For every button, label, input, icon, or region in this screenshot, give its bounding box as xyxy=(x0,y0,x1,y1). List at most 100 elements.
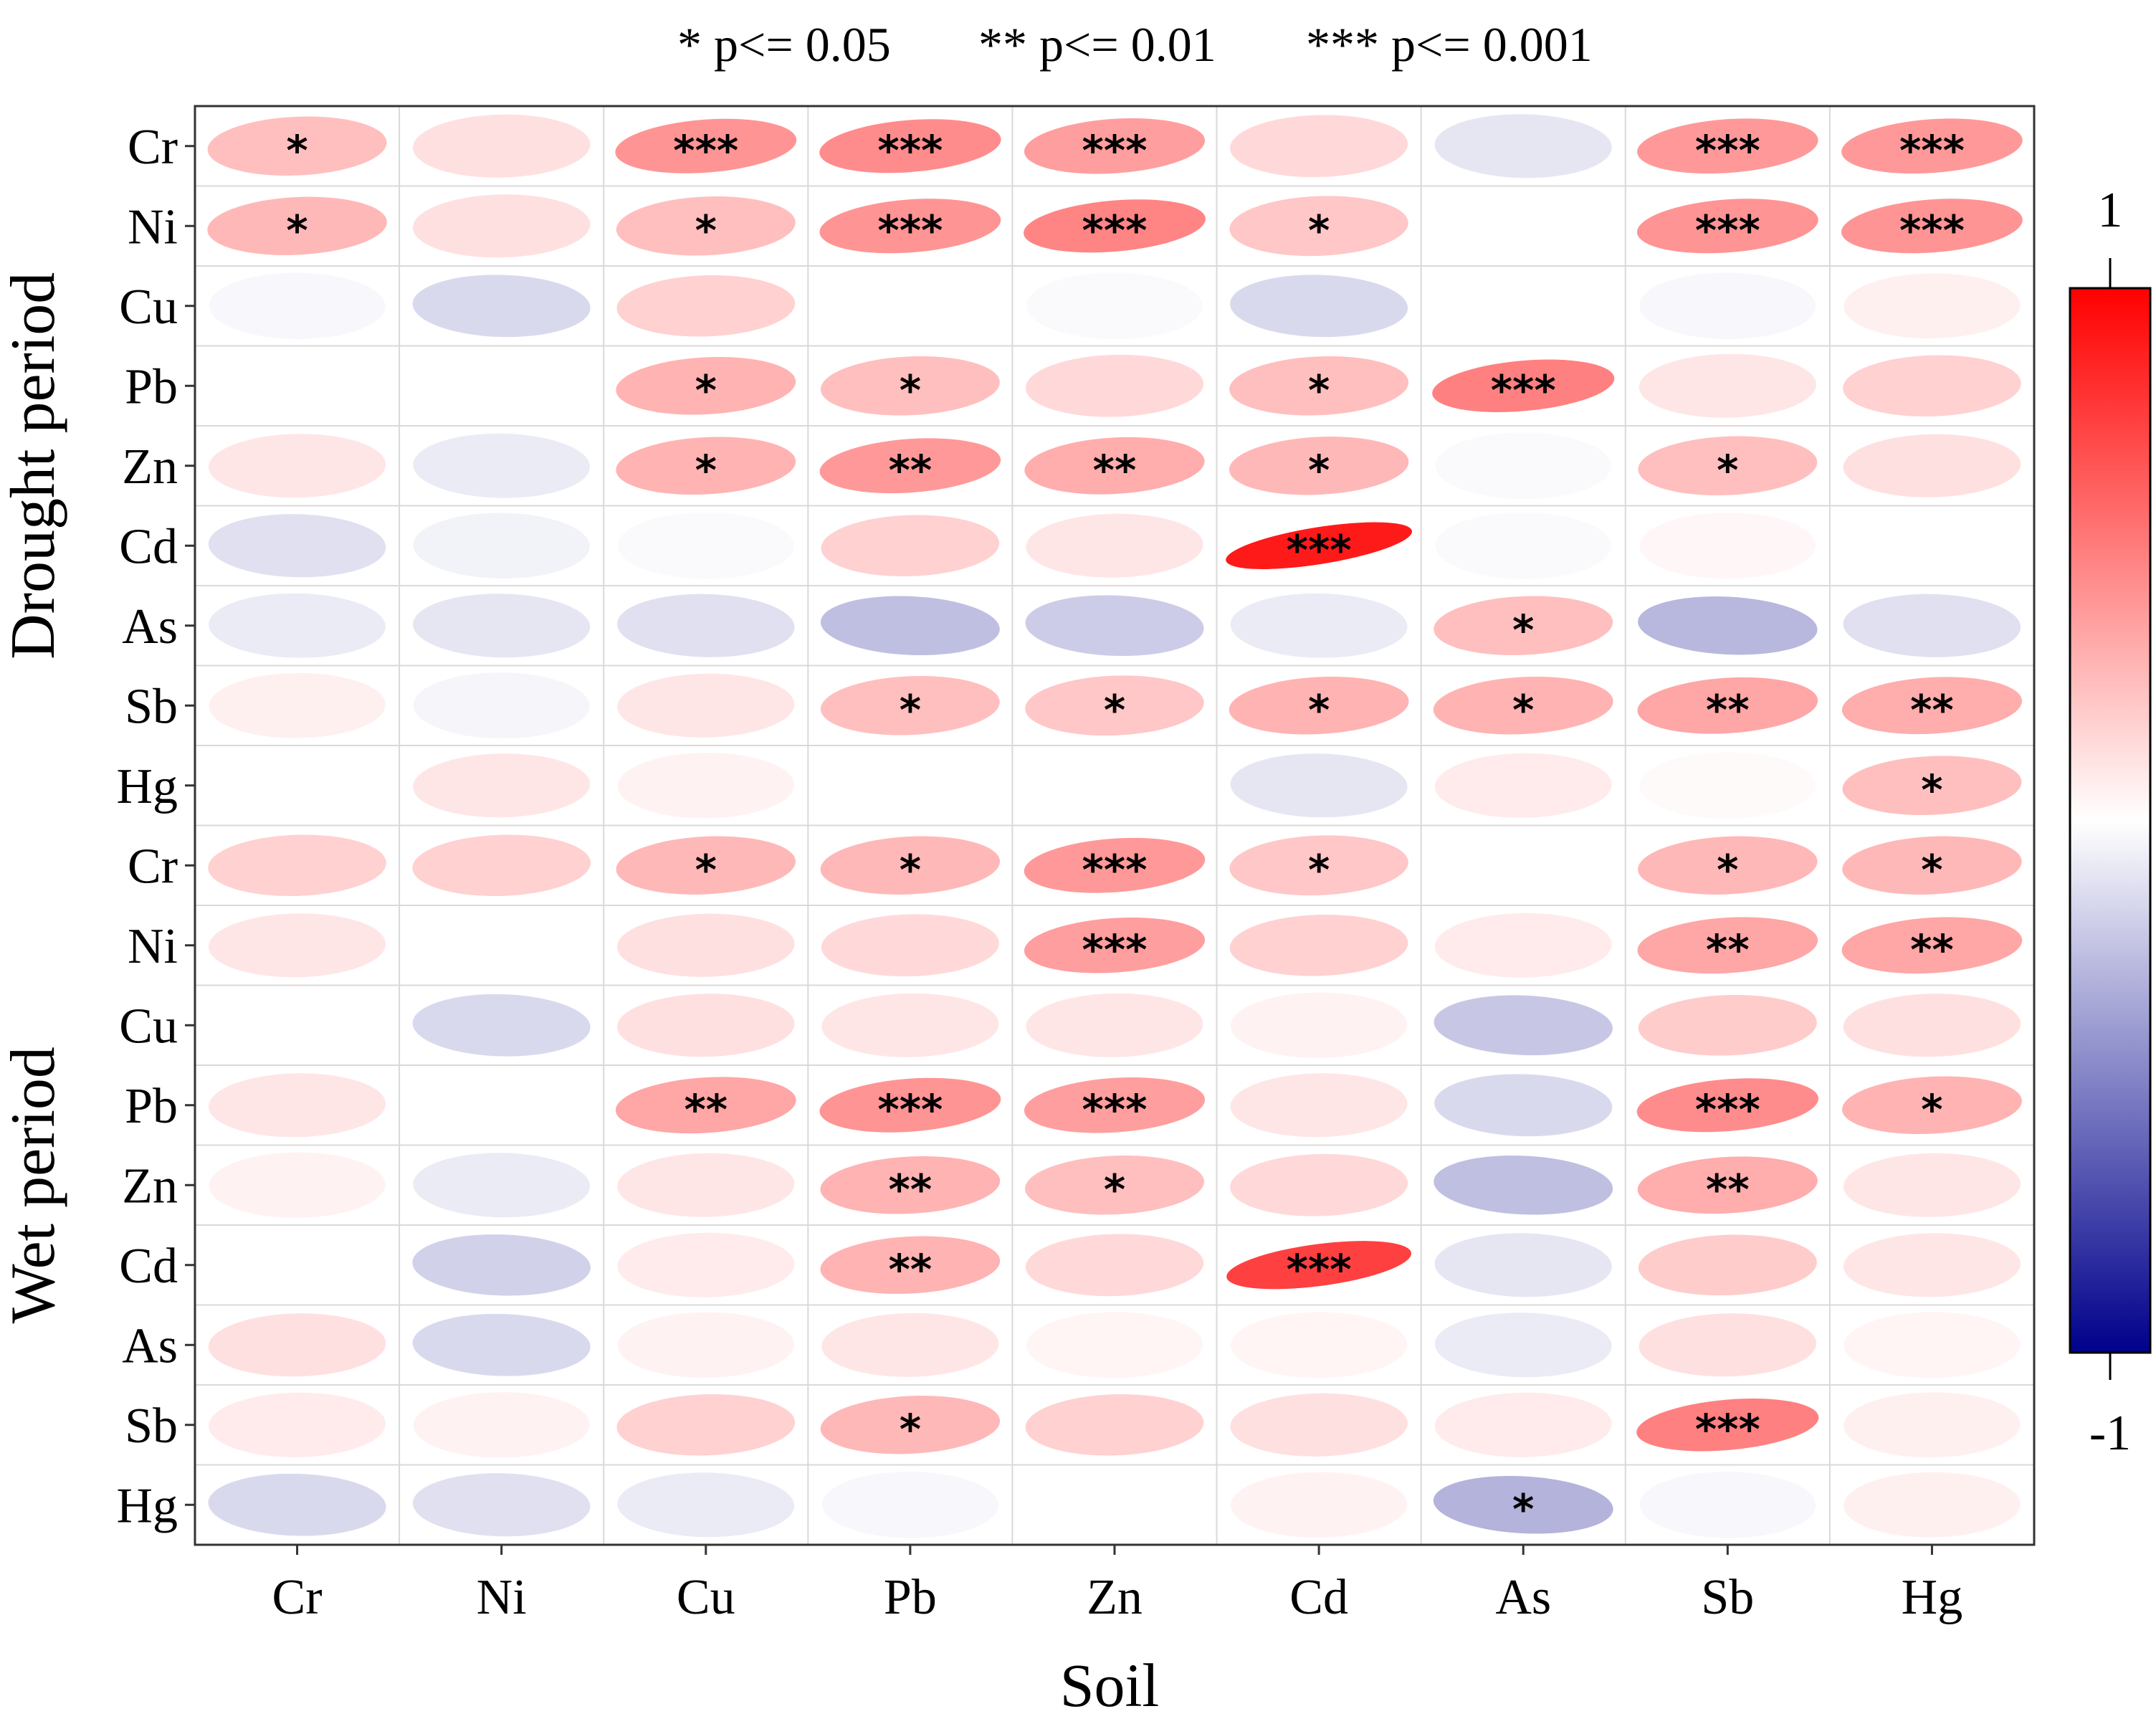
cell-ellipse-1-8-5 xyxy=(1231,1472,1408,1538)
cell-significance-0-7-7: ** xyxy=(1706,685,1750,734)
cell-ellipse-0-7-8 xyxy=(1841,677,2023,735)
cell-ellipse-1-1-3 xyxy=(821,914,999,977)
cell-ellipse-0-7-5 xyxy=(1229,676,1409,735)
cell-ellipse-0-5-6 xyxy=(1435,512,1612,579)
cell-ellipse-0-4-3 xyxy=(819,438,1001,494)
cell-ellipse-1-4-5 xyxy=(1230,1153,1408,1216)
y-tick-label-0-Cr: Cr xyxy=(128,120,178,175)
grid-lines xyxy=(195,106,2034,1545)
cell-significance-0-7-3: * xyxy=(900,685,921,734)
cell-ellipse-1-1-4 xyxy=(1024,917,1206,973)
cell-ellipse-0-0-5 xyxy=(1230,115,1408,178)
cell-ellipse-1-2-6 xyxy=(1434,995,1613,1056)
cell-ellipse-0-4-8 xyxy=(1843,434,2021,497)
cell-ellipse-1-8-3 xyxy=(821,1472,998,1538)
cell-ellipse-1-2-2 xyxy=(617,994,795,1057)
cell-ellipse-0-5-7 xyxy=(1639,513,1816,579)
cell-ellipse-0-2-5 xyxy=(1230,275,1408,338)
x-tick-label-Cd: Cd xyxy=(1289,1570,1348,1625)
y-tick-label-0-Hg: Hg xyxy=(116,759,178,814)
cell-ellipse-0-3-7 xyxy=(1639,353,1816,418)
cell-ellipse-1-4-3 xyxy=(820,1156,1001,1214)
cell-significance-0-5-5: *** xyxy=(1287,525,1352,574)
cell-ellipse-1-5-4 xyxy=(1025,1234,1204,1297)
cell-ellipse-1-3-2 xyxy=(615,1077,796,1134)
cell-ellipse-0-2-7 xyxy=(1639,272,1816,339)
group-label-wet: Wet period xyxy=(0,1047,68,1323)
cell-ellipse-1-4-4 xyxy=(1025,1155,1204,1215)
cell-significance-0-7-4: * xyxy=(1104,685,1125,734)
cell-ellipse-0-8-2 xyxy=(617,753,794,819)
cell-significance-0-0-7: *** xyxy=(1695,126,1760,175)
cell-ellipse-1-2-4 xyxy=(1026,993,1203,1057)
y-tick-label-0-Ni: Ni xyxy=(128,199,178,254)
cell-significance-0-6-6: * xyxy=(1512,606,1534,654)
cell-ellipse-1-5-5 xyxy=(1226,1241,1412,1290)
cell-ellipse-1-1-2 xyxy=(617,913,795,977)
cell-significance-0-8-8: * xyxy=(1921,766,1942,814)
cell-ellipse-0-1-3 xyxy=(819,199,1001,254)
cell-ellipse-0-6-4 xyxy=(1025,595,1204,657)
correlation-cells: * *** *** *** *** **** * *** *** * *** **** * * **** **… xyxy=(207,114,2023,1538)
cell-significance-0-4-2: * xyxy=(695,446,717,495)
cell-ellipse-1-8-7 xyxy=(1639,1472,1816,1538)
cell-significance-1-3-3: *** xyxy=(877,1085,943,1134)
cell-ellipse-0-5-2 xyxy=(617,512,794,579)
group-label-drought: Drought period xyxy=(0,272,68,659)
axis-labels: Cr Ni Cu Pb Zn Cd As Sb Hg Cr Ni Cu Pb Zn Cd As Sb Hg Cr Ni… xyxy=(116,120,1962,1625)
cell-ellipse-0-1-2 xyxy=(616,196,796,256)
cell-ellipse-0-1-4 xyxy=(1024,199,1206,253)
x-tick-label-Cr: Cr xyxy=(272,1570,323,1625)
cell-ellipse-0-6-7 xyxy=(1638,596,1818,655)
cell-ellipse-0-6-3 xyxy=(820,596,1000,656)
cell-ellipse-1-7-2 xyxy=(616,1394,796,1456)
cell-ellipse-0-0-2 xyxy=(615,118,797,173)
cell-ellipse-0-8-1 xyxy=(413,753,591,818)
y-tick-label-1-Cu: Cu xyxy=(119,999,178,1054)
cell-ellipse-0-5-5 xyxy=(1226,522,1412,569)
x-tick-label-Sb: Sb xyxy=(1701,1570,1754,1625)
cell-significance-1-4-4: * xyxy=(1104,1165,1125,1214)
cell-ellipse-1-5-7 xyxy=(1638,1234,1817,1296)
cell-ellipse-1-2-8 xyxy=(1843,994,2021,1057)
cell-significance-0-1-0: * xyxy=(286,206,307,254)
cell-ellipse-1-4-7 xyxy=(1637,1156,1818,1214)
cell-ellipse-1-6-2 xyxy=(617,1312,794,1378)
cell-ellipse-0-3-2 xyxy=(616,356,796,415)
cell-ellipse-0-2-2 xyxy=(616,275,796,337)
axis-ticks xyxy=(185,145,1933,1555)
cell-ellipse-0-8-6 xyxy=(1434,753,1612,818)
colorbar-min-label: -1 xyxy=(2089,1406,2131,1461)
cell-ellipse-1-2-5 xyxy=(1231,992,1408,1058)
cell-ellipse-1-5-1 xyxy=(412,1234,591,1296)
cell-ellipse-1-1-5 xyxy=(1229,914,1408,976)
cell-ellipse-1-5-6 xyxy=(1434,1233,1612,1297)
y-tick-label-0-Cu: Cu xyxy=(119,280,178,335)
cell-ellipse-1-0-2 xyxy=(616,836,796,895)
cell-significance-0-7-8: ** xyxy=(1910,685,1954,734)
cell-significance-1-4-7: ** xyxy=(1706,1165,1750,1214)
cell-significance-0-4-5: * xyxy=(1308,446,1330,495)
cell-ellipse-1-3-6 xyxy=(1434,1074,1613,1137)
cell-significance-1-0-8: * xyxy=(1921,845,1942,894)
cell-significance-0-4-3: ** xyxy=(889,446,932,495)
y-tick-label-0-Cd: Cd xyxy=(119,519,178,574)
cell-ellipse-1-6-0 xyxy=(208,1313,386,1377)
cell-ellipse-1-2-3 xyxy=(821,993,999,1057)
cell-ellipse-0-1-0 xyxy=(207,196,387,255)
cell-ellipse-0-0-3 xyxy=(819,119,1001,173)
cell-ellipse-0-6-0 xyxy=(209,593,386,658)
x-tick-label-Zn: Zn xyxy=(1087,1570,1143,1625)
cell-significance-0-1-4: *** xyxy=(1082,206,1148,254)
cell-significance-1-0-2: * xyxy=(695,845,717,894)
cell-significance-1-7-3: * xyxy=(900,1405,921,1454)
cell-significance-0-1-2: * xyxy=(695,206,717,254)
cell-ellipse-1-2-7 xyxy=(1638,994,1817,1056)
cell-ellipse-0-7-6 xyxy=(1433,676,1613,735)
cell-ellipse-0-3-6 xyxy=(1432,359,1615,412)
cell-ellipse-1-7-1 xyxy=(413,1392,590,1458)
cell-ellipse-1-4-0 xyxy=(209,1152,386,1218)
significance-legend-2: ** p<= 0.01 xyxy=(978,17,1216,72)
y-tick-label-1-As: As xyxy=(122,1318,178,1373)
